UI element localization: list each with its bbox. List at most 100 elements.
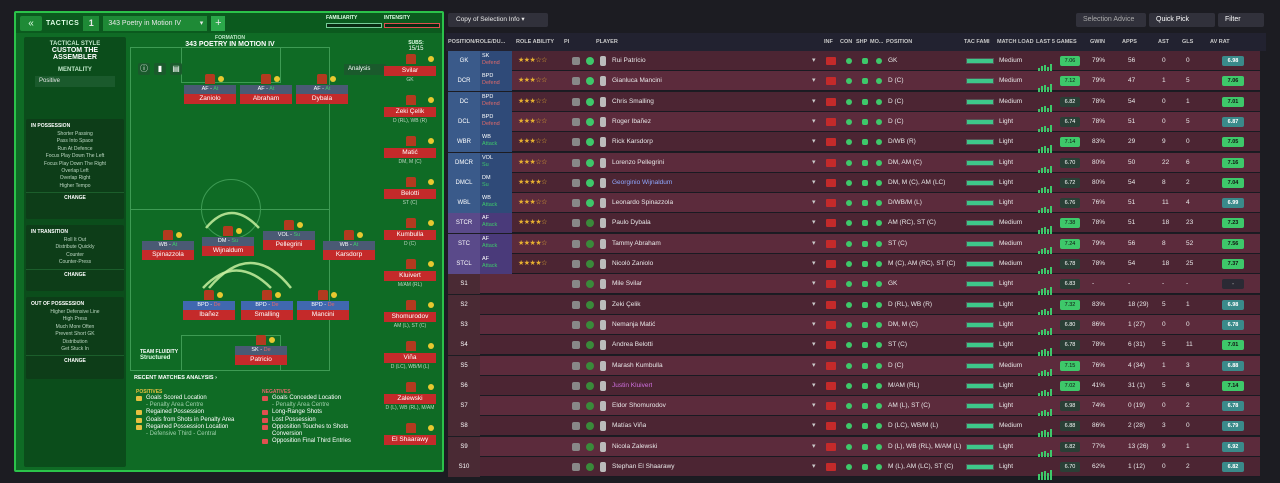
column-header[interactable]: SHP xyxy=(856,39,868,45)
role-cell[interactable]: BPD Defend xyxy=(480,71,512,92)
player-dropdown-chevron-icon[interactable]: ▾ xyxy=(812,422,816,430)
column-header[interactable]: PI xyxy=(564,39,570,45)
sub-player[interactable]: Zeki Çelik D (RL), WB (R) xyxy=(384,107,436,124)
table-row[interactable]: WBR WB Attack ★★★☆☆ Rick Karsdorp ▾ D/WB (R) Li… xyxy=(448,132,1260,156)
table-row[interactable]: S10 Stephan El Shaarawy ▾ M (L), AM (LC), S… xyxy=(448,457,1260,480)
player-info-icon[interactable] xyxy=(572,402,580,411)
player-info-icon[interactable] xyxy=(572,280,580,289)
position-cell[interactable]: GK xyxy=(448,51,480,71)
change-out-of-possession-button[interactable]: CHANGE xyxy=(26,355,124,366)
role-cell[interactable] xyxy=(480,396,512,416)
player-name[interactable]: Roger Ibañez xyxy=(612,117,652,125)
player-name[interactable]: Rui Patrício xyxy=(612,57,646,64)
column-header[interactable]: AST xyxy=(1158,39,1169,45)
player-info-icon[interactable] xyxy=(572,77,580,86)
role-cell[interactable]: WB Attack xyxy=(480,132,512,153)
player-name[interactable]: Zeki Çelik xyxy=(612,300,641,308)
player-name[interactable]: Andrea Belotti xyxy=(612,341,653,349)
table-row[interactable]: S8 Matías Viña ▾ D (LC), WB/M (L) Medium 6.88… xyxy=(448,416,1260,440)
column-header[interactable]: LAST 5 GAMES xyxy=(1036,39,1077,45)
pitch-player[interactable]: SK - De Patricio xyxy=(235,346,287,366)
player-dropdown-chevron-icon[interactable]: ▾ xyxy=(812,381,816,389)
player-info-icon[interactable] xyxy=(572,381,580,390)
player-name[interactable]: Tammy Abraham xyxy=(612,239,661,247)
player-info-icon[interactable] xyxy=(572,239,580,248)
player-dropdown-chevron-icon[interactable]: ▾ xyxy=(812,138,816,146)
player-info-icon[interactable] xyxy=(572,158,580,167)
role-cell[interactable]: DM Su xyxy=(480,172,512,193)
player-name[interactable]: Mile Svilar xyxy=(612,280,642,288)
role-cell[interactable]: BPD Defend xyxy=(480,91,512,112)
position-cell[interactable]: STCR xyxy=(448,213,480,234)
sub-player[interactable]: Viña D (LC), WB/M (L) xyxy=(384,353,436,370)
role-cell[interactable]: VOL Su xyxy=(480,152,512,173)
position-cell[interactable]: S10 xyxy=(448,457,480,477)
position-cell[interactable]: STCL xyxy=(448,254,480,274)
position-cell[interactable]: S1 xyxy=(448,274,480,295)
player-info-icon[interactable] xyxy=(572,260,580,268)
pitch-player[interactable]: AF - At Dybala xyxy=(296,85,348,105)
table-row[interactable]: STCR AF Attack ★★★★☆ Paulo Dybala ▾ AM (RC), S… xyxy=(448,213,1260,237)
column-header[interactable]: MATCH LOAD xyxy=(997,39,1034,45)
column-header[interactable]: POSITION/ROLE/DU... xyxy=(448,39,506,45)
player-info-icon[interactable] xyxy=(572,138,580,147)
player-dropdown-chevron-icon[interactable]: ▾ xyxy=(812,320,816,328)
pitch-player[interactable]: AF - At Zaniolo xyxy=(184,85,236,105)
player-name[interactable]: Paulo Dybala xyxy=(612,219,651,227)
tactical-style-name[interactable]: CUSTOM THE ASSEMBLER xyxy=(51,47,99,61)
role-cell[interactable]: SK Defend xyxy=(480,51,512,71)
position-cell[interactable]: WBR xyxy=(448,132,480,153)
table-row[interactable]: DCL BPD Defend ★★★☆☆ Roger Ibañez ▾ D (C) Light… xyxy=(448,111,1260,135)
player-dropdown-chevron-icon[interactable]: ▾ xyxy=(812,280,816,288)
position-cell[interactable]: S7 xyxy=(448,396,480,417)
sub-player[interactable]: Zalewski D (L), WB (RL), M/AM xyxy=(384,394,436,411)
player-role[interactable]: AF - At xyxy=(296,85,348,94)
pitch-player[interactable]: BPD - De Mancini xyxy=(297,301,349,321)
column-header[interactable]: POSITION xyxy=(886,39,913,45)
table-row[interactable]: S1 Mile Svilar ▾ GK Light 6.83 - - - - - xyxy=(448,274,1260,298)
pitch-player[interactable]: WB - At Spinazzola xyxy=(142,241,194,261)
player-dropdown-chevron-icon[interactable]: ▾ xyxy=(812,97,816,105)
player-dropdown-chevron-icon[interactable]: ▾ xyxy=(812,300,816,308)
role-cell[interactable] xyxy=(480,457,512,477)
role-cell[interactable] xyxy=(480,416,512,436)
player-name[interactable]: Nicolò Zaniolo xyxy=(612,260,654,267)
role-cell[interactable] xyxy=(480,315,512,335)
sub-player[interactable]: Shomurodov AM (L), ST (C) xyxy=(384,312,436,329)
column-header[interactable]: INF xyxy=(824,39,833,45)
player-name[interactable]: Chris Smalling xyxy=(612,97,654,105)
table-row[interactable]: DCR BPD Defend ★★★☆☆ Gianluca Mancini ▾ D (C) M… xyxy=(448,71,1260,95)
player-name[interactable]: Georginio Wijnaldum xyxy=(612,178,673,186)
players-icon[interactable]: ▤ xyxy=(170,63,182,75)
column-header[interactable]: PLAYER xyxy=(596,39,618,45)
player-name[interactable]: Nicola Zalewski xyxy=(612,442,658,450)
table-row[interactable]: DMCR VOL Su ★★★☆☆ Lorenzo Pellegrini ▾ DM, AM … xyxy=(448,152,1260,176)
sub-player[interactable]: Belotti ST (C) xyxy=(384,189,436,206)
copy-selection-dropdown[interactable]: Copy of Selection Info ▾ xyxy=(448,13,548,27)
player-info-icon[interactable] xyxy=(572,57,580,65)
player-role[interactable]: WB - At xyxy=(323,241,375,250)
player-info-icon[interactable] xyxy=(572,442,580,451)
player-dropdown-chevron-icon[interactable]: ▾ xyxy=(812,199,816,207)
player-dropdown-chevron-icon[interactable]: ▾ xyxy=(812,239,816,247)
sub-player[interactable]: Kluivert M/AM (RL) xyxy=(384,271,436,288)
position-cell[interactable]: S9 xyxy=(448,436,480,457)
position-cell[interactable]: DMCR xyxy=(448,152,480,173)
player-info-icon[interactable] xyxy=(572,422,580,431)
player-role[interactable]: WB - At xyxy=(142,241,194,250)
column-header[interactable]: CON xyxy=(840,39,853,45)
player-dropdown-chevron-icon[interactable]: ▾ xyxy=(812,260,816,267)
player-info-icon[interactable] xyxy=(572,300,580,309)
role-cell[interactable] xyxy=(480,376,512,396)
pitch-player[interactable]: DM - Su Wijnaldum xyxy=(202,237,254,257)
player-role[interactable]: VOL - Su xyxy=(263,231,315,240)
player-dropdown-chevron-icon[interactable]: ▾ xyxy=(812,117,816,125)
role-cell[interactable]: AF Attack xyxy=(480,254,512,274)
table-row[interactable]: S4 Andrea Belotti ▾ ST (C) Light 6.78 78% 6 (31… xyxy=(448,335,1260,359)
info-icon[interactable]: ⓘ xyxy=(138,63,150,75)
column-header[interactable]: APPS xyxy=(1122,39,1137,45)
player-name[interactable]: Matías Viña xyxy=(612,422,647,430)
role-cell[interactable] xyxy=(480,335,512,355)
player-name[interactable]: Lorenzo Pellegrini xyxy=(612,158,665,166)
player-role[interactable]: DM - Su xyxy=(202,237,254,246)
